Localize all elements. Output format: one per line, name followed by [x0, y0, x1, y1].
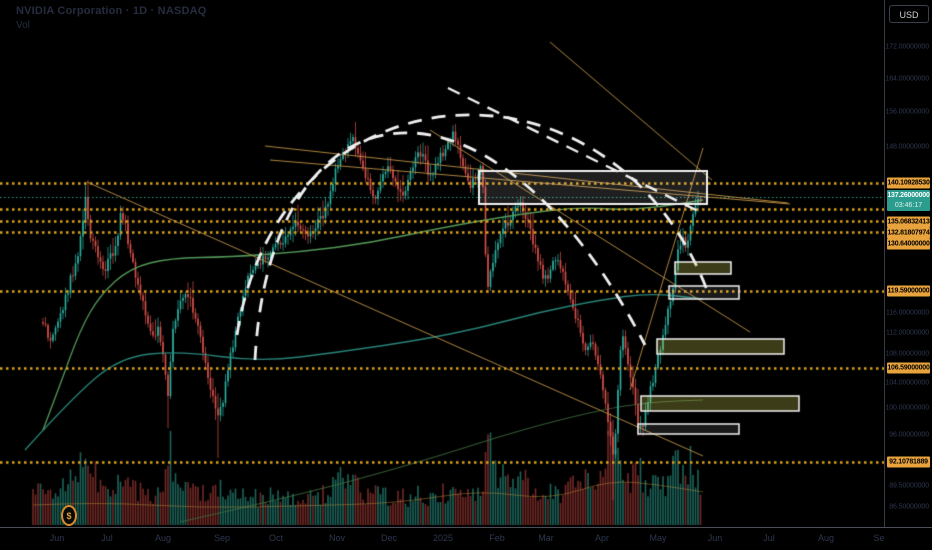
price-axis[interactable]: 172.00000000 164.00000000 156.00000000 148.… [884, 0, 932, 527]
price-chart-canvas[interactable] [0, 0, 884, 527]
time-axis-label: Jul [763, 533, 775, 543]
price-scale-label: 104.00000000 [885, 379, 929, 387]
price-level-label: 119.59000000 [887, 285, 930, 297]
time-axis[interactable]: Jun Jul Aug Sep Oct Nov Dec 2025 Feb Mar Apr May Jun… [0, 527, 932, 550]
volume-indicator-label[interactable]: Vol [16, 20, 30, 31]
price-level-label: 135.06832413 [887, 216, 930, 228]
dollar-marker-icon[interactable]: $ [61, 505, 77, 526]
symbol-title[interactable]: NVIDIA Corporation · 1D · NASDAQ [16, 5, 207, 17]
time-axis-label: Jun [707, 533, 723, 543]
price-scale-label: 116.00000000 [885, 309, 929, 317]
price-scale-label: 148.00000000 [885, 143, 929, 151]
time-axis-label: Jul [101, 533, 113, 543]
currency-toggle-button[interactable]: USD [889, 5, 929, 23]
time-axis-label: Jun [49, 533, 65, 543]
time-axis-label: Aug [154, 533, 172, 543]
time-axis-label: Apr [594, 533, 610, 543]
time-axis-label: Se [873, 533, 885, 543]
price-level-label: 92.10781889 [887, 456, 930, 468]
time-axis-label: Nov [328, 533, 346, 543]
time-axis-label: Oct [268, 533, 284, 543]
chart-legend[interactable]: NVIDIA Corporation · 1D · NASDAQ Vol [16, 5, 207, 31]
price-scale-label: 108.00000000 [885, 350, 929, 358]
price-scale-label: 89.50000000 [889, 482, 929, 490]
price-scale-label: 96.00000000 [889, 431, 929, 439]
time-axis-label: May [649, 533, 667, 543]
time-axis-label: Sep [213, 533, 231, 543]
current-price-label: 137.26000000 03:46:17 [887, 190, 930, 211]
price-level-label: 140.10928530 [887, 177, 930, 189]
time-axis-label: Mar [538, 533, 554, 543]
price-scale-label: 100.00000000 [885, 404, 929, 412]
price-scale-label: 86.50000000 [889, 503, 929, 511]
price-scale-label: 172.00000000 [885, 43, 929, 51]
time-axis-label: Aug [817, 533, 835, 543]
price-scale-label: 164.00000000 [885, 75, 929, 83]
price-level-label: 130.64000000 [887, 238, 930, 250]
price-scale-label: 156.00000000 [885, 108, 929, 116]
price-scale-label: 112.00000000 [885, 329, 929, 337]
price-level-label: 132.81807974 [887, 227, 930, 239]
time-axis-label: Dec [380, 533, 398, 543]
price-level-label: 106.59000000 [887, 362, 930, 374]
time-axis-label: Feb [489, 533, 505, 543]
time-axis-label: 2025 [432, 533, 454, 543]
